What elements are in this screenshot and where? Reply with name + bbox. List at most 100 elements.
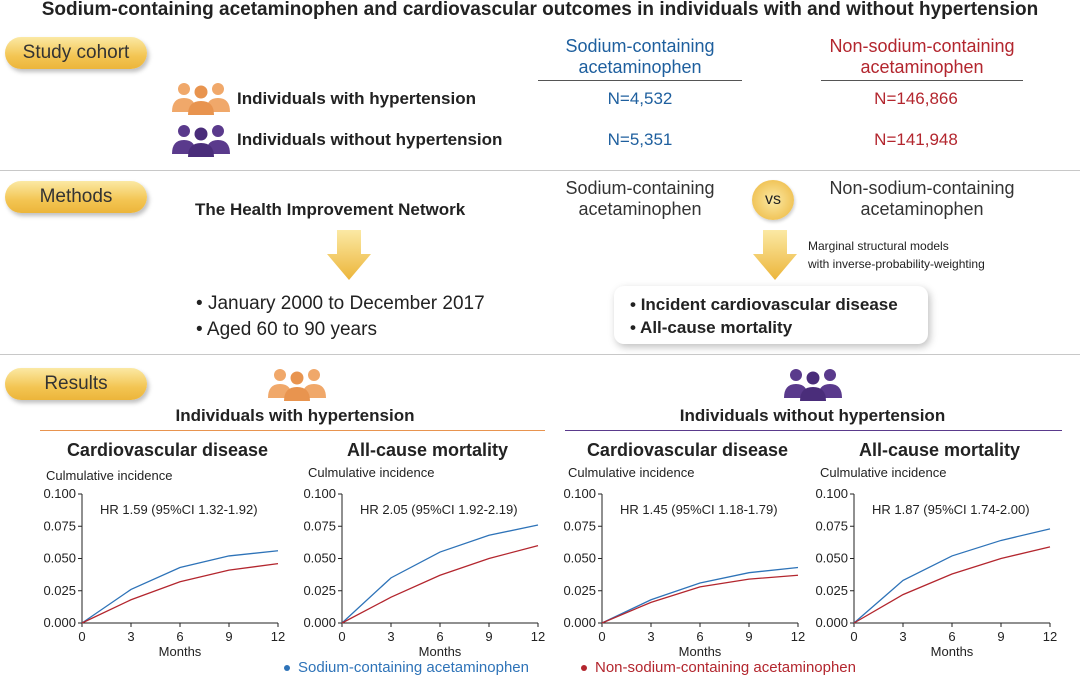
legend-nonsodium: Non-sodium-containing acetaminophen <box>581 659 856 676</box>
chart-2: All-cause mortality Culmulative incidenc… <box>300 436 555 661</box>
compare-sodium: Sodium-containing acetaminophen <box>565 178 715 219</box>
y-tick-label: 0.075 <box>815 518 848 533</box>
y-axis-label: Culmulative incidence <box>568 465 695 480</box>
x-tick-label: 12 <box>791 629 805 644</box>
x-tick-label: 9 <box>225 629 232 644</box>
legend-dot <box>581 665 587 672</box>
chart-plot: 0.000 0.025 0.050 0.075 0.100 0 3 6 9 12 Months HR … <box>43 486 285 659</box>
hr-annotation: HR 1.87 (95%CI 1.74-2.00) <box>872 502 1030 517</box>
compare-nonsodium: Non-sodium-containing acetaminophen <box>829 178 1015 219</box>
y-tick-label: 0.000 <box>43 615 76 630</box>
cohort-row-with-label: Individuals with hypertension <box>237 89 476 108</box>
chart-title: Cardiovascular disease <box>586 440 789 460</box>
vs-badge: vs <box>752 180 794 220</box>
people-orange-icon <box>268 369 326 401</box>
x-tick-label: 9 <box>997 629 1004 644</box>
divider <box>0 170 1080 171</box>
outcomes-box: • Incident cardiovascular disease • All-… <box>614 286 928 344</box>
y-tick-label: 0.000 <box>815 615 848 630</box>
y-tick-label: 0.075 <box>43 518 76 533</box>
series-line-sodium <box>853 528 1051 624</box>
series-line-nonsodium <box>601 574 799 624</box>
series-line-sodium <box>601 566 799 624</box>
y-tick-label: 0.050 <box>303 551 336 566</box>
legend-dot <box>284 665 290 672</box>
y-tick-label: 0.025 <box>43 583 76 598</box>
series-line-sodium <box>341 524 539 624</box>
methods-pill: Methods <box>5 181 147 213</box>
series-line-nonsodium <box>341 544 539 624</box>
y-tick-label: 0.025 <box>563 583 596 598</box>
y-tick-label: 0.050 <box>43 551 76 566</box>
x-axis-label: Months <box>159 644 202 659</box>
x-tick-label: 3 <box>127 629 134 644</box>
series-line-sodium <box>81 550 279 624</box>
results-group-with: Individuals with hypertension <box>175 406 415 425</box>
y-tick-label: 0.100 <box>303 486 336 501</box>
y-tick-label: 0.100 <box>563 486 596 501</box>
hr-annotation: HR 1.45 (95%CI 1.18-1.79) <box>620 502 778 517</box>
x-tick-label: 0 <box>78 629 85 644</box>
study-cohort-pill: Study cohort <box>5 37 147 69</box>
group-without-underline <box>565 430 1062 431</box>
criteria-item-2: • Aged 60 to 90 years <box>196 319 377 340</box>
y-axis-label: Culmulative incidence <box>820 465 947 480</box>
y-tick-label: 0.050 <box>815 551 848 566</box>
arrow-down-icon <box>327 230 371 280</box>
y-tick-label: 0.100 <box>43 486 76 501</box>
cohort-col-nonsodium-underline <box>821 80 1023 81</box>
x-tick-label: 3 <box>647 629 654 644</box>
chart-title: Cardiovascular disease <box>66 440 269 460</box>
data-source: The Health Improvement Network <box>195 200 466 219</box>
y-tick-label: 0.075 <box>563 518 596 533</box>
model-note: Marginal structural models with inverse-… <box>808 239 985 271</box>
hr-annotation: HR 2.05 (95%CI 1.92-2.19) <box>360 502 518 517</box>
outcome-item-1: • Incident cardiovascular disease <box>630 295 898 314</box>
y-tick-label: 0.025 <box>303 583 336 598</box>
chart-plot: 0.000 0.025 0.050 0.075 0.100 0 3 6 9 12 Months HR … <box>563 486 805 659</box>
x-tick-label: 3 <box>899 629 906 644</box>
y-tick-label: 0.025 <box>815 583 848 598</box>
legend-sodium: Sodium-containing acetaminophen <box>284 659 529 676</box>
chart-1: Cardiovascular disease Culmulative incid… <box>40 436 295 661</box>
x-axis-label: Months <box>419 644 462 659</box>
cohort-without-nonsodium-n: N=141,948 <box>874 130 958 149</box>
x-tick-label: 9 <box>485 629 492 644</box>
x-tick-label: 9 <box>745 629 752 644</box>
series-line-nonsodium <box>853 546 1051 624</box>
x-axis-label: Months <box>679 644 722 659</box>
x-tick-label: 0 <box>338 629 345 644</box>
x-tick-label: 3 <box>387 629 394 644</box>
divider <box>0 354 1080 355</box>
cohort-with-sodium-n: N=4,532 <box>607 89 673 108</box>
page-title: Sodium-containing acetaminophen and card… <box>41 0 1039 20</box>
x-axis-label: Months <box>931 644 974 659</box>
x-tick-label: 6 <box>436 629 443 644</box>
y-tick-label: 0.075 <box>303 518 336 533</box>
x-tick-label: 12 <box>1043 629 1057 644</box>
x-tick-label: 6 <box>176 629 183 644</box>
cohort-col-sodium-underline <box>538 80 742 81</box>
group-with-underline <box>40 430 545 431</box>
x-tick-label: 0 <box>598 629 605 644</box>
cohort-without-sodium-n: N=5,351 <box>607 130 673 149</box>
results-pill: Results <box>5 368 147 400</box>
criteria-item-1: • January 2000 to December 2017 <box>196 293 485 314</box>
x-tick-label: 6 <box>696 629 703 644</box>
x-tick-label: 6 <box>948 629 955 644</box>
hr-annotation: HR 1.59 (95%CI 1.32-1.92) <box>100 502 258 517</box>
x-tick-label: 12 <box>271 629 285 644</box>
y-tick-label: 0.000 <box>303 615 336 630</box>
cohort-with-nonsodium-n: N=146,866 <box>874 89 958 108</box>
cohort-row-without-label: Individuals without hypertension <box>237 130 503 149</box>
chart-plot: 0.000 0.025 0.050 0.075 0.100 0 3 6 9 12 Months HR … <box>303 486 545 659</box>
y-tick-label: 0.000 <box>563 615 596 630</box>
results-group-without: Individuals without hypertension <box>679 406 946 425</box>
cohort-col-nonsodium: Non-sodium-containing acetaminophen <box>829 36 1015 77</box>
cohort-col-sodium: Sodium-containing acetaminophen <box>565 36 715 77</box>
y-tick-label: 0.100 <box>815 486 848 501</box>
series-line-nonsodium <box>81 563 279 624</box>
chart-title: All-cause mortality <box>858 440 1021 460</box>
y-axis-label: Culmulative incidence <box>46 468 173 483</box>
people-purple-icon <box>172 125 230 157</box>
